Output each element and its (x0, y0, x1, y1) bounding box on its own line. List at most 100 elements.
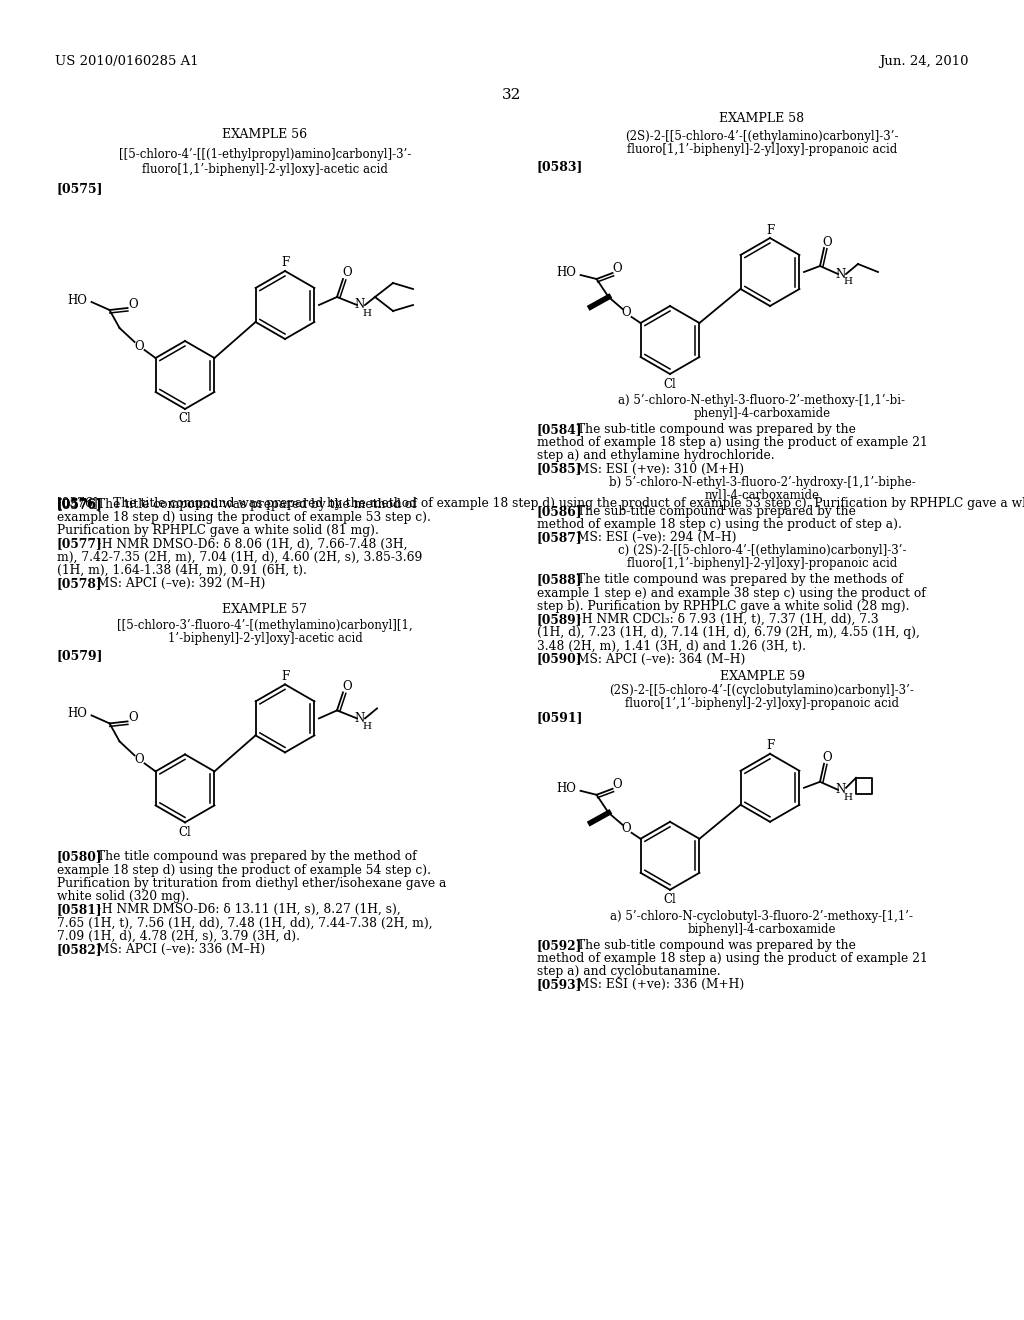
Text: F: F (766, 223, 774, 236)
Text: [0588]: [0588] (537, 573, 583, 586)
Text: method of example 18 step a) using the product of example 21: method of example 18 step a) using the p… (537, 952, 928, 965)
Text: The sub-title compound was prepared by the: The sub-title compound was prepared by t… (577, 504, 856, 517)
Text: EXAMPLE 59: EXAMPLE 59 (720, 669, 805, 682)
Text: [0589]: [0589] (537, 612, 583, 626)
Text: [0585]: [0585] (537, 462, 583, 475)
Text: biphenyl]-4-carboxamide: biphenyl]-4-carboxamide (688, 923, 837, 936)
Text: method of example 18 step c) using the product of step a).: method of example 18 step c) using the p… (537, 517, 902, 531)
Text: (1H, d), 7.23 (1H, d), 7.14 (1H, d), 6.79 (2H, m), 4.55 (1H, q),: (1H, d), 7.23 (1H, d), 7.14 (1H, d), 6.7… (537, 626, 920, 639)
Text: N: N (836, 783, 846, 796)
Text: [0583]: [0583] (537, 160, 584, 173)
Text: [0576]    The title compound was prepared by the method of example 18 step d) us: [0576] The title compound was prepared b… (57, 498, 1024, 510)
Text: method of example 18 step a) using the product of example 21: method of example 18 step a) using the p… (537, 436, 928, 449)
Text: F: F (281, 671, 289, 682)
Text: The title compound was prepared by the methods of: The title compound was prepared by the m… (577, 573, 903, 586)
Text: The sub-title compound was prepared by the: The sub-title compound was prepared by t… (577, 422, 856, 436)
Text: O: O (135, 752, 144, 766)
Text: m), 7.42-7.35 (2H, m), 7.04 (1H, d), 4.60 (2H, s), 3.85-3.69: m), 7.42-7.35 (2H, m), 7.04 (1H, d), 4.6… (57, 550, 422, 564)
Text: Purification by RPHPLC gave a white solid (81 mg).: Purification by RPHPLC gave a white soli… (57, 524, 379, 537)
Text: Cl: Cl (178, 412, 191, 425)
Text: O: O (342, 680, 352, 693)
Text: O: O (135, 339, 144, 352)
Text: Cl: Cl (178, 826, 191, 840)
Text: EXAMPLE 56: EXAMPLE 56 (222, 128, 307, 141)
Text: MS: APCI (–ve): 392 (M–H): MS: APCI (–ve): 392 (M–H) (97, 577, 265, 590)
Text: EXAMPLE 57: EXAMPLE 57 (222, 603, 307, 616)
Text: MS: APCI (–ve): 336 (M–H): MS: APCI (–ve): 336 (M–H) (97, 942, 265, 956)
Text: Cl: Cl (664, 894, 677, 907)
Text: example 18 step d) using the product of example 53 step c).: example 18 step d) using the product of … (57, 511, 431, 524)
Text: (1H, m), 1.64-1.38 (4H, m), 0.91 (6H, t).: (1H, m), 1.64-1.38 (4H, m), 0.91 (6H, t)… (57, 564, 307, 577)
Text: step b). Purification by RPHPLC gave a white solid (28 mg).: step b). Purification by RPHPLC gave a w… (537, 599, 909, 612)
Text: [0587]: [0587] (537, 531, 583, 544)
Text: The sub-title compound was prepared by the: The sub-title compound was prepared by t… (577, 939, 856, 952)
Text: HO: HO (68, 293, 87, 306)
Text: The title compound was prepared by the method of: The title compound was prepared by the m… (97, 850, 417, 863)
Text: N: N (355, 711, 366, 725)
Text: (2S)-2-[[5-chloro-4’-[(cyclobutylamino)carbonyl]-3’-: (2S)-2-[[5-chloro-4’-[(cyclobutylamino)c… (609, 684, 914, 697)
Text: O: O (129, 711, 138, 723)
Text: white solid (320 mg).: white solid (320 mg). (57, 890, 189, 903)
Text: step a) and ethylamine hydrochloride.: step a) and ethylamine hydrochloride. (537, 449, 774, 462)
Text: O: O (612, 779, 623, 791)
Text: O: O (129, 297, 138, 310)
Text: phenyl]-4-carboxamide: phenyl]-4-carboxamide (693, 407, 830, 420)
Text: Purification by trituration from diethyl ether/isohexane gave a: Purification by trituration from diethyl… (57, 876, 446, 890)
Text: b) 5’-chloro-N-ethyl-3-fluoro-2’-hydroxy-[1,1’-biphe-: b) 5’-chloro-N-ethyl-3-fluoro-2’-hydroxy… (608, 475, 915, 488)
Text: MS: APCI (–ve): 364 (M–H): MS: APCI (–ve): 364 (M–H) (577, 652, 745, 665)
Text: (2S)-2-[[5-chloro-4’-[(ethylamino)carbonyl]-3’-: (2S)-2-[[5-chloro-4’-[(ethylamino)carbon… (626, 129, 899, 143)
Text: [0581]: [0581] (57, 903, 102, 916)
Text: F: F (281, 256, 289, 269)
Text: MS: ESI (+ve): 336 (M+H): MS: ESI (+ve): 336 (M+H) (577, 978, 744, 991)
Text: ¹H NMR CDCl₃: δ 7.93 (1H, t), 7.37 (1H, dd), 7.3: ¹H NMR CDCl₃: δ 7.93 (1H, t), 7.37 (1H, … (577, 612, 879, 626)
Text: [0582]: [0582] (57, 942, 102, 956)
Text: [0580]: [0580] (57, 850, 102, 863)
Text: Cl: Cl (664, 378, 677, 391)
Text: US 2010/0160285 A1: US 2010/0160285 A1 (55, 55, 199, 69)
Text: MS: ESI (+ve): 310 (M+H): MS: ESI (+ve): 310 (M+H) (577, 462, 744, 475)
Text: [0578]: [0578] (57, 577, 102, 590)
Text: O: O (822, 235, 831, 248)
Text: c) (2S)-2-[[5-chloro-4’-[(ethylamino)carbonyl]-3’-: c) (2S)-2-[[5-chloro-4’-[(ethylamino)car… (617, 544, 906, 557)
Text: fluoro[1’,1’-biphenyl]-2-yl]oxy]-propanoic acid: fluoro[1’,1’-biphenyl]-2-yl]oxy]-propano… (625, 697, 899, 710)
Text: Jun. 24, 2010: Jun. 24, 2010 (880, 55, 969, 69)
Text: [[5-chloro-3’-fluoro-4’-[(methylamino)carbonyl][1,: [[5-chloro-3’-fluoro-4’-[(methylamino)ca… (117, 619, 413, 632)
Text: EXAMPLE 58: EXAMPLE 58 (720, 112, 805, 125)
Text: MS: ESI (–ve): 294 (M–H): MS: ESI (–ve): 294 (M–H) (577, 531, 736, 544)
Text: fluoro[1,1’-biphenyl]-2-yl]oxy]-acetic acid: fluoro[1,1’-biphenyl]-2-yl]oxy]-acetic a… (142, 162, 388, 176)
Text: example 1 step e) and example 38 step c) using the product of: example 1 step e) and example 38 step c)… (537, 586, 926, 599)
Text: O: O (342, 267, 352, 280)
Text: a) 5’-chloro-N-cyclobutyl-3-fluoro-2’-methoxy-[1,1’-: a) 5’-chloro-N-cyclobutyl-3-fluoro-2’-me… (610, 909, 913, 923)
Text: O: O (622, 306, 632, 319)
Text: [0591]: [0591] (537, 710, 584, 723)
Text: N: N (355, 298, 366, 312)
Text: [0577]: [0577] (57, 537, 102, 550)
Text: ¹H NMR DMSO-D6: δ 13.11 (1H, s), 8.27 (1H, s),: ¹H NMR DMSO-D6: δ 13.11 (1H, s), 8.27 (1… (97, 903, 400, 916)
Text: HO: HO (557, 267, 577, 280)
Text: [[5-chloro-4’-[[(1-ethylpropyl)amino]carbonyl]-3’-: [[5-chloro-4’-[[(1-ethylpropyl)amino]car… (119, 148, 412, 161)
Text: [0576]: [0576] (57, 498, 102, 510)
Text: 32: 32 (503, 88, 521, 102)
Text: [0590]: [0590] (537, 652, 583, 665)
Text: step a) and cyclobutanamine.: step a) and cyclobutanamine. (537, 965, 721, 978)
Text: nyl]-4-carboxamide: nyl]-4-carboxamide (705, 488, 819, 502)
Text: O: O (822, 751, 831, 764)
Text: O: O (612, 263, 623, 276)
Text: [0586]: [0586] (537, 504, 583, 517)
Text: [0576]: [0576] (57, 498, 102, 511)
Text: example 18 step d) using the product of example 54 step c).: example 18 step d) using the product of … (57, 863, 431, 876)
Text: H: H (844, 277, 853, 286)
Text: HO: HO (68, 708, 87, 719)
Text: [0593]: [0593] (537, 978, 583, 991)
Text: [0592]: [0592] (537, 939, 583, 952)
Text: fluoro[1,1’-biphenyl]-2-yl]oxy]-propanoic acid: fluoro[1,1’-biphenyl]-2-yl]oxy]-propanoi… (627, 143, 897, 156)
Text: HO: HO (557, 783, 577, 796)
Text: N: N (836, 268, 846, 281)
Text: H: H (844, 793, 853, 803)
Text: F: F (766, 739, 774, 752)
Text: a) 5’-chloro-N-ethyl-3-fluoro-2’-methoxy-[1,1’-bi-: a) 5’-chloro-N-ethyl-3-fluoro-2’-methoxy… (618, 393, 905, 407)
Text: 1’-biphenyl]-2-yl]oxy]-acetic acid: 1’-biphenyl]-2-yl]oxy]-acetic acid (168, 632, 362, 645)
Text: O: O (622, 822, 632, 836)
Text: The title compound was prepared by the method of: The title compound was prepared by the m… (97, 498, 417, 511)
Text: H: H (362, 309, 372, 318)
